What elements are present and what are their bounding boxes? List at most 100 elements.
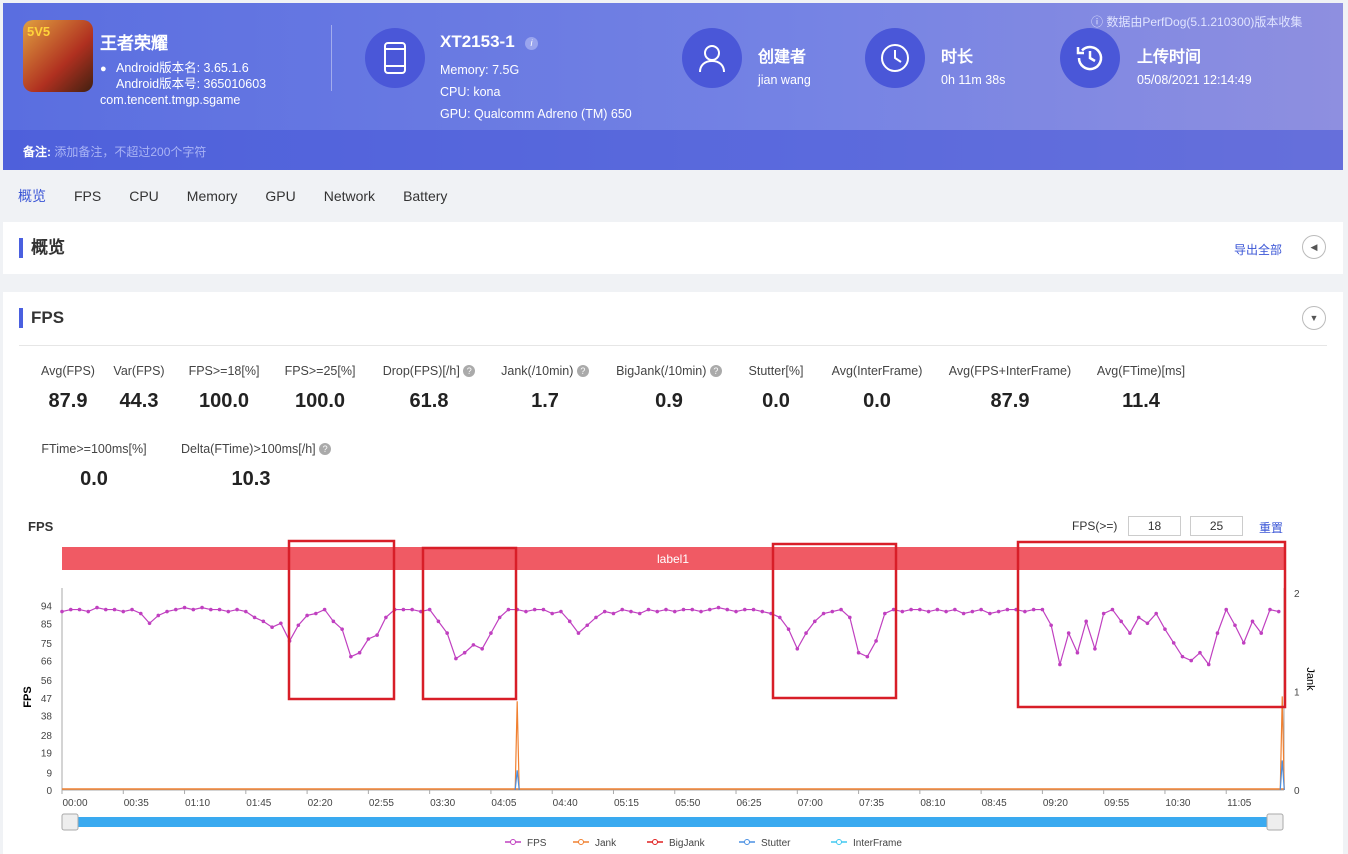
fps-point [462,650,467,655]
fps-point [1119,619,1123,624]
fps-point [944,609,948,614]
metric-label: Avg(FPS+InterFrame) [948,364,1072,378]
fps-point [830,609,835,614]
range-slider-handle[interactable] [61,813,79,831]
collapse-down-icon[interactable]: ▼ [1302,306,1326,330]
y-tick-label: 19 [41,749,53,760]
fps-point [848,615,852,620]
y-tick-label: 47 [41,694,53,705]
fps-point [296,623,301,628]
fps-point [524,609,528,614]
metric-label: Avg(FPS) [41,364,95,378]
x-tick-label: 04:05 [491,798,516,809]
fps-point [68,607,73,612]
highlight-box [421,546,518,701]
threshold-input-2[interactable]: 25 [1190,516,1243,536]
metric-label: Avg(FTime)[ms] [1096,364,1186,378]
metric-label: Stutter[%] [748,364,804,378]
metric-label: Drop(FPS)[/h] ? [359,364,499,378]
overview-card: 概览 导出全部 ◀ [3,222,1343,274]
y-tick-label: 66 [41,657,53,668]
tab-fps[interactable]: FPS [74,188,102,204]
metric-value: 61.8 [409,390,449,412]
legend-marker [744,839,750,845]
x-tick-label: 09:55 [1104,798,1129,809]
fps-point [1215,631,1220,635]
tab-battery[interactable]: Battery [403,188,448,204]
fps-point [953,607,957,612]
fps-point [375,633,379,637]
note-bar[interactable]: 备注: 添加备注，不超过200个字符 [3,130,1343,170]
fps-point [173,607,178,612]
y2-tick-label: 0 [1294,786,1300,797]
fps-point [979,607,983,612]
highlight-box [287,539,396,701]
fps-point [340,627,344,631]
collected-by: ⓘ 数据由PerfDog(5.1.210300)版本收集 [1091,15,1303,29]
x-tick-label: 11:05 [1227,798,1252,809]
fps-point [165,609,169,614]
fps-point [1058,662,1062,667]
fps-point [988,611,992,616]
tab-memory[interactable]: Memory [186,188,238,204]
threshold-input-1[interactable]: 18 [1128,516,1181,536]
fps-point [1233,623,1237,628]
fps-point [279,621,283,626]
metric: FPS>=18[%] 100.0 [154,364,294,413]
fps-point [1049,623,1053,628]
x-tick-label: 01:10 [185,798,210,809]
note-input[interactable]: 添加备注，不超过200个字符 [54,145,207,159]
tab-overview[interactable]: 概览 [18,188,46,204]
fps-point [725,607,730,612]
fps-point [935,607,940,612]
export-all-link[interactable]: 导出全部 [1234,243,1283,257]
fps-point [209,607,213,612]
y-tick-label: 0 [46,786,52,797]
range-slider-track[interactable] [70,817,1278,827]
x-tick-label: 10:30 [1165,798,1190,809]
tab-gpu[interactable]: GPU [265,188,296,204]
fps-point [1101,611,1106,616]
fps-point [813,619,817,624]
fps-point [751,607,756,612]
android-icon: ● [100,63,107,75]
metric-label: Delta(FTime)>100ms[/h] ? [181,442,332,456]
fps-point [86,609,91,614]
x-tick-label: 08:10 [920,798,945,809]
device-gpu: GPU: Qualcomm Adreno (TM) 650 [440,107,632,121]
fps-point [1005,607,1010,612]
fps-point [497,615,502,620]
stutter-spike [514,770,520,791]
band-label: label1 [657,552,689,566]
range-slider-handle[interactable] [1266,813,1284,831]
tab-network[interactable]: Network [323,188,376,204]
fps-point [1241,641,1246,645]
info-icon[interactable]: i [525,37,538,50]
fps-point [655,609,660,614]
fps-point [559,609,563,614]
help-icon[interactable]: ? [709,365,722,377]
fps-point [777,615,782,620]
metric: Jank(/10min) ? 1.7 [475,364,615,413]
highlight-box [1016,540,1287,709]
fps-point [1110,607,1115,612]
tab-cpu[interactable]: CPU [129,188,159,204]
fps-point [1066,631,1071,635]
reset-link[interactable]: 重置 [1259,521,1284,535]
collapse-left-icon[interactable]: ◀ [1302,235,1326,259]
fps-point [786,627,791,631]
help-icon[interactable]: ? [576,365,589,377]
fps-point [1031,607,1036,612]
fps-point [506,607,511,612]
metric-value: 87.9 [990,390,1030,412]
metric: BigJank(/10min) ? 0.9 [599,364,739,413]
y-tick-label: 56 [41,676,53,687]
fps-point [576,631,581,635]
metric-value: 0.0 [80,468,108,490]
fps-point [182,605,187,610]
help-icon[interactable]: ? [463,365,476,377]
fps-point [804,631,808,635]
help-icon[interactable]: ? [319,443,332,455]
creator-label: 创建者 [758,49,807,66]
